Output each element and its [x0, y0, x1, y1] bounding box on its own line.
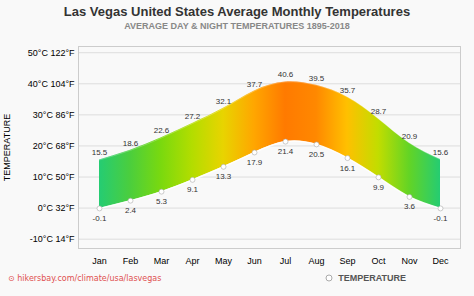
svg-text:Feb: Feb [123, 256, 139, 266]
svg-text:10°C 50°F: 10°C 50°F [33, 172, 75, 182]
svg-text:13.3: 13.3 [216, 172, 232, 181]
svg-text:18.6: 18.6 [123, 139, 139, 148]
svg-text:Sep: Sep [339, 256, 355, 266]
svg-text:Oct: Oct [371, 256, 386, 266]
svg-text:20°C 68°F: 20°C 68°F [33, 141, 75, 151]
svg-text:9.9: 9.9 [373, 183, 385, 192]
svg-text:37.7: 37.7 [247, 80, 263, 89]
svg-text:May: May [215, 256, 233, 266]
svg-text:30°C 86°F: 30°C 86°F [33, 110, 75, 120]
svg-text:5.3: 5.3 [156, 197, 168, 206]
svg-text:Dec: Dec [432, 256, 449, 266]
svg-text:17.9: 17.9 [247, 158, 263, 167]
svg-text:39.5: 39.5 [309, 74, 325, 83]
svg-text:21.4: 21.4 [278, 147, 294, 156]
svg-text:20.5: 20.5 [309, 150, 325, 159]
svg-text:40.6: 40.6 [278, 70, 294, 79]
html-text:Las Vegas United States Averag: Las Vegas United States Average Monthly … [63, 4, 411, 19]
svg-text:27.2: 27.2 [185, 112, 201, 121]
svg-text:20.9: 20.9 [402, 132, 418, 141]
svg-text:-0.1: -0.1 [93, 214, 107, 223]
svg-text:3.6: 3.6 [404, 202, 416, 211]
svg-text:16.1: 16.1 [340, 164, 356, 173]
svg-text:Apr: Apr [185, 256, 199, 266]
svg-text:-10°C 14°F: -10°C 14°F [30, 234, 75, 244]
svg-text:15.6: 15.6 [433, 148, 449, 157]
svg-text:15.5: 15.5 [92, 148, 108, 157]
svg-text:Mar: Mar [154, 256, 170, 266]
svg-text:Jul: Jul [280, 256, 292, 266]
svg-text:TEMPERATURE: TEMPERATURE [2, 114, 12, 181]
svg-text:Aug: Aug [308, 256, 324, 266]
svg-text:Nov: Nov [401, 256, 418, 266]
svg-text:Jan: Jan [92, 256, 107, 266]
html-text:⊙ hikersbay.com/climate/usa/la: ⊙ hikersbay.com/climate/usa/lasvegas [8, 273, 162, 283]
svg-text:50°C 122°F: 50°C 122°F [28, 48, 75, 58]
html-text:AVERAGE DAY & NIGHT TEMPERATUR: AVERAGE DAY & NIGHT TEMPERATURES 1895-20… [124, 21, 350, 31]
html-text:TEMPERATURE: TEMPERATURE [338, 273, 406, 283]
svg-text:32.1: 32.1 [216, 97, 232, 106]
svg-text:35.7: 35.7 [340, 86, 356, 95]
svg-text:0°C 32°F: 0°C 32°F [38, 203, 75, 213]
svg-text:28.7: 28.7 [371, 107, 387, 116]
svg-text:9.1: 9.1 [187, 185, 199, 194]
svg-text:-0.1: -0.1 [434, 214, 448, 223]
svg-text:22.6: 22.6 [154, 126, 170, 135]
svg-text:Jun: Jun [247, 256, 262, 266]
svg-text:40°C 104°F: 40°C 104°F [28, 79, 75, 89]
svg-text:2.4: 2.4 [125, 206, 137, 215]
